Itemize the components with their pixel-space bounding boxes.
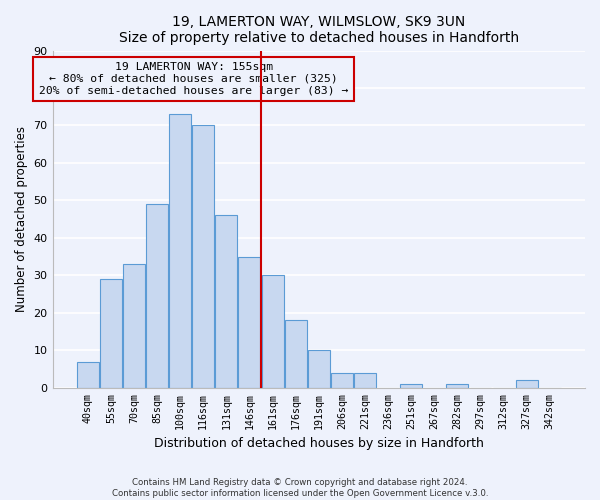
Bar <box>123 264 145 388</box>
Bar <box>77 362 98 388</box>
Bar <box>331 373 353 388</box>
Bar <box>215 216 238 388</box>
Text: Contains HM Land Registry data © Crown copyright and database right 2024.
Contai: Contains HM Land Registry data © Crown c… <box>112 478 488 498</box>
Bar <box>192 126 214 388</box>
Bar <box>446 384 469 388</box>
Bar <box>516 380 538 388</box>
Bar <box>169 114 191 388</box>
Bar <box>354 373 376 388</box>
Bar <box>100 279 122 388</box>
Bar <box>308 350 330 388</box>
Bar <box>400 384 422 388</box>
Y-axis label: Number of detached properties: Number of detached properties <box>15 126 28 312</box>
Text: 19 LAMERTON WAY: 155sqm
← 80% of detached houses are smaller (325)
20% of semi-d: 19 LAMERTON WAY: 155sqm ← 80% of detache… <box>39 62 349 96</box>
Bar <box>262 276 284 388</box>
Bar <box>284 320 307 388</box>
X-axis label: Distribution of detached houses by size in Handforth: Distribution of detached houses by size … <box>154 437 484 450</box>
Title: 19, LAMERTON WAY, WILMSLOW, SK9 3UN
Size of property relative to detached houses: 19, LAMERTON WAY, WILMSLOW, SK9 3UN Size… <box>119 15 519 45</box>
Bar <box>146 204 168 388</box>
Bar <box>238 256 260 388</box>
